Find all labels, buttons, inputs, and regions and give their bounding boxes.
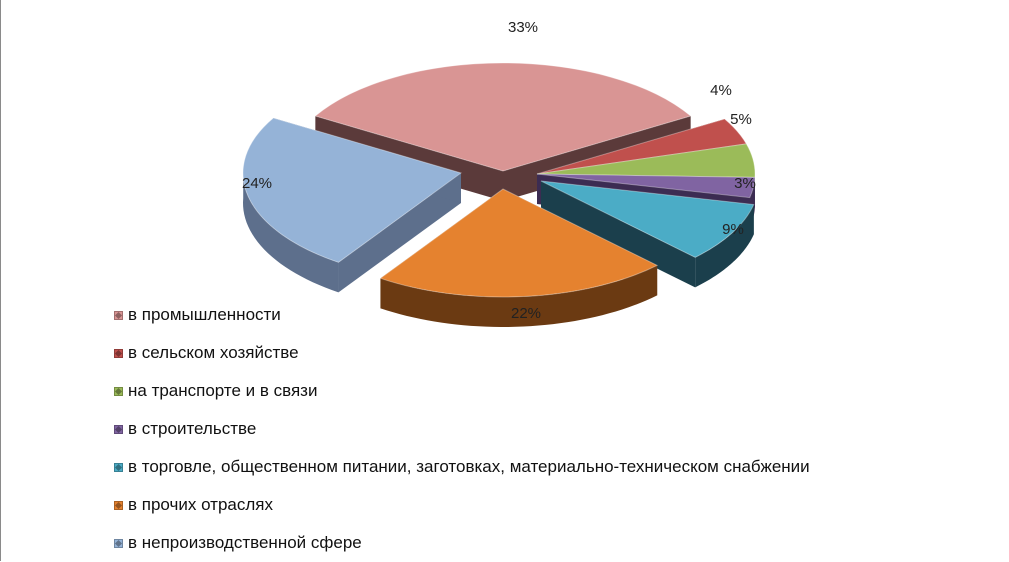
legend-item: в сельском хозяйстве	[114, 334, 810, 372]
legend-item: в строительстве	[114, 410, 810, 448]
legend-swatch-icon	[114, 311, 123, 320]
legend-label: в торговле, общественном питании, загото…	[128, 457, 810, 477]
legend-item: в торговле, общественном питании, загото…	[114, 448, 810, 486]
legend-label: на транспорте и в связи	[128, 381, 317, 401]
legend-swatch-icon	[114, 501, 123, 510]
data-label: 33%	[508, 19, 538, 36]
legend-swatch-icon	[114, 349, 123, 358]
data-label: 9%	[722, 221, 744, 238]
data-label: 4%	[710, 82, 732, 99]
legend-label: в промышленности	[128, 305, 281, 325]
legend-item: в промышленности	[114, 296, 810, 334]
legend-label: в прочих отраслях	[128, 495, 273, 515]
legend-item: на транспорте и в связи	[114, 372, 810, 410]
data-label: 24%	[242, 175, 272, 192]
legend-label: в сельском хозяйстве	[128, 343, 299, 363]
legend-label: в непроизводственной сфере	[128, 533, 362, 553]
chart-legend: в промышленности в сельском хозяйстве на…	[114, 296, 810, 562]
data-label: 5%	[730, 111, 752, 128]
legend-swatch-icon	[114, 463, 123, 472]
legend-item: в прочих отраслях	[114, 486, 810, 524]
legend-swatch-icon	[114, 387, 123, 396]
legend-swatch-icon	[114, 539, 123, 548]
legend-item: в непроизводственной сфере	[114, 524, 810, 562]
data-label: 3%	[734, 175, 756, 192]
legend-label: в строительстве	[128, 419, 256, 439]
legend-swatch-icon	[114, 425, 123, 434]
